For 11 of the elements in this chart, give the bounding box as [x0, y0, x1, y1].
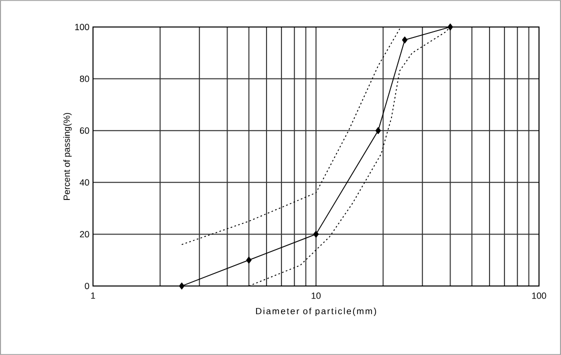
x-tick-label: 1 — [91, 292, 96, 299]
x-tick-label: 100 — [532, 292, 546, 299]
x-tick-label: 10 — [312, 292, 321, 299]
y-tick-label: 100 — [75, 24, 90, 30]
y-tick-label: 80 — [80, 76, 90, 82]
y-tick-label: 0 — [84, 282, 90, 290]
y-tick-label: 20 — [80, 231, 90, 238]
y-tick-label: 60 — [80, 127, 90, 134]
y-axis-title: Percent of passing(%) — [63, 112, 72, 200]
x-axis-title: Diameter of particle(mm) — [256, 308, 376, 316]
y-tick-label: 40 — [80, 179, 90, 186]
